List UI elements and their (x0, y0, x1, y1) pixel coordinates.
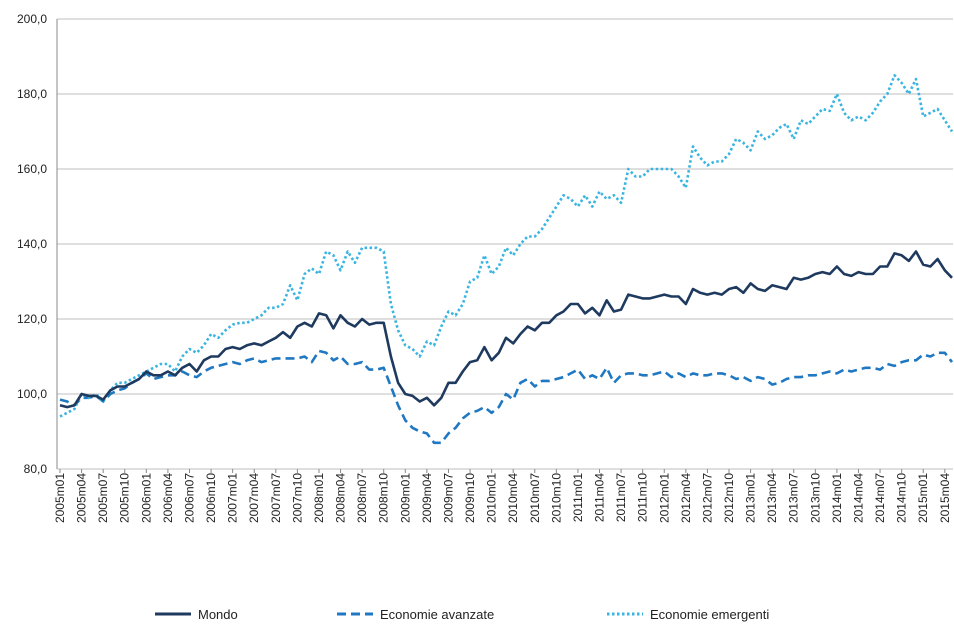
x-tick-label: 2006m01 (139, 473, 153, 523)
x-tick-label: 2013m01 (744, 473, 758, 523)
x-tick-label: 2009m10 (463, 473, 477, 523)
x-tick-label: 2011m04 (593, 473, 607, 522)
x-tick-label: 2008m04 (334, 473, 348, 523)
x-tick-label: 2008m10 (377, 473, 391, 523)
x-tick-label: 2010m10 (549, 473, 563, 523)
x-tick-label: 2012m04 (679, 473, 693, 523)
x-tick-label: 2008m01 (312, 473, 326, 523)
x-tick-label: 2007m04 (247, 473, 261, 523)
y-tick-label: 180,0 (17, 87, 47, 101)
y-tick-label: 200,0 (17, 12, 47, 26)
legend-label: Mondo (198, 607, 238, 622)
y-tick-label: 140,0 (17, 237, 47, 251)
x-tick-label: 2014m07 (873, 473, 887, 523)
series-line (59, 74, 954, 418)
legend-label: Economie avanzate (380, 607, 494, 622)
x-tick-label: 2006m07 (182, 473, 196, 523)
legend-label: Economie emergenti (650, 607, 769, 622)
x-tick-label: 2013m10 (808, 473, 822, 523)
x-tick-label: 2005m01 (53, 473, 67, 523)
x-tick-label: 2013m04 (765, 473, 779, 523)
x-tick-label: 2015m04 (938, 473, 952, 523)
x-tick-label: 2007m10 (290, 473, 304, 523)
x-tick-label: 2013m07 (787, 473, 801, 523)
x-tick-label: 2014m04 (851, 473, 865, 523)
y-tick-label: 160,0 (17, 162, 47, 176)
x-tick-label: 2012m07 (700, 473, 714, 523)
x-tick-label: 2005m07 (96, 473, 110, 523)
x-tick-label: 2006m10 (204, 473, 218, 523)
y-tick-label: 120,0 (17, 312, 47, 326)
x-tick-label: 2005m04 (75, 473, 89, 523)
x-tick-label: 2010m07 (528, 473, 542, 523)
x-tick-label: 2012m10 (722, 473, 736, 523)
x-tick-label: 2014m01 (830, 473, 844, 523)
x-tick-label: 2009m01 (398, 473, 412, 523)
series-line (59, 349, 954, 445)
x-tick-label: 2009m04 (420, 473, 434, 523)
x-tick-label: 2014m10 (895, 473, 909, 523)
x-tick-label: 2012m01 (657, 473, 671, 523)
x-tick-label: 2010m01 (485, 473, 499, 523)
x-tick-label: 2006m04 (161, 473, 175, 523)
y-tick-label: 80,0 (24, 462, 48, 476)
y-tick-label: 100,0 (17, 387, 47, 401)
x-tick-label: 2007m07 (269, 473, 283, 523)
x-tick-label: 2010m04 (506, 473, 520, 523)
x-tick-label: 2011m07 (614, 473, 628, 522)
series-line (59, 250, 953, 409)
x-tick-label: 2015m01 (916, 473, 930, 523)
x-tick-label: 2007m01 (226, 473, 240, 523)
x-tick-label: 2011m01 (571, 473, 585, 522)
x-tick-label: 2009m07 (441, 473, 455, 523)
x-tick-label: 2005m10 (118, 473, 132, 523)
x-tick-label: 2011m10 (636, 473, 650, 522)
x-tick-label: 2008m07 (355, 473, 369, 523)
